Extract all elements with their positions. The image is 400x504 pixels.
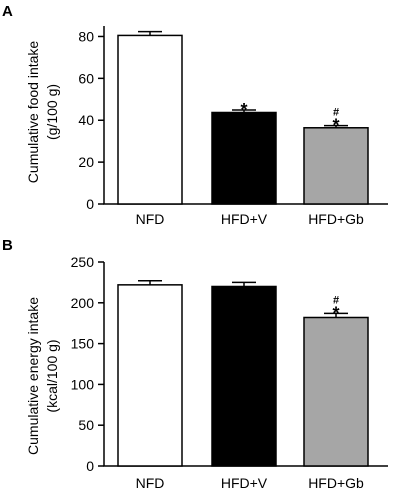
panel-a-x-axis: NFD HFD+V HFD+Gb bbox=[136, 211, 364, 227]
panel-b-bars bbox=[117, 280, 369, 467]
panel-b-letter: B bbox=[2, 237, 13, 254]
panel-b-category-label: HFD+Gb bbox=[308, 475, 364, 491]
panel-b-y-tick-label: 200 bbox=[71, 295, 95, 311]
panel-b-bar-hfd-v bbox=[211, 285, 277, 467]
panel-a-y-tick-label: 60 bbox=[78, 70, 94, 86]
panel-b-ylabel-line1: Cumulative energy intake bbox=[25, 297, 41, 455]
panel-a-significance-star: * bbox=[240, 100, 247, 120]
panel-a-bar-hfd-v bbox=[211, 111, 277, 205]
panel-b: B Cumulative energy intake (kcal/100 g) … bbox=[2, 237, 388, 491]
panel-b-y-tick-label: 250 bbox=[71, 254, 95, 270]
panel-a: A Cumulative food intake (g/100 g) 0 20 40… bbox=[2, 3, 388, 227]
panel-b-bar-nfd bbox=[117, 284, 183, 467]
panel-a-category-label: NFD bbox=[136, 211, 165, 227]
panel-a-ylabel-line2: (g/100 g) bbox=[44, 84, 60, 140]
panel-b-significance-star: * bbox=[332, 303, 339, 323]
panel-a-significance-hash: # bbox=[333, 107, 339, 119]
panel-a-bar-nfd bbox=[117, 34, 183, 205]
panel-b-y-tick-label: 150 bbox=[71, 336, 95, 352]
panel-b-category-label: NFD bbox=[136, 475, 165, 491]
panel-b-bar-hfd-gb bbox=[303, 316, 369, 467]
panel-a-y-tick-label: 20 bbox=[78, 154, 94, 170]
panel-a-bars bbox=[117, 30, 369, 205]
panel-b-ylabel-line2: (kcal/100 g) bbox=[44, 339, 60, 412]
panel-b-y-tick-label: 50 bbox=[78, 417, 94, 433]
panel-a-y-tick-label: 80 bbox=[78, 28, 94, 44]
panel-a-annotations: **# bbox=[240, 100, 339, 136]
panel-a-category-label: HFD+V bbox=[221, 211, 268, 227]
panel-b-x-axis: NFD HFD+V HFD+Gb bbox=[136, 475, 364, 491]
panel-a-bar-hfd-gb bbox=[303, 127, 369, 205]
panel-b-y-tick-label: 0 bbox=[86, 458, 94, 474]
panel-b-significance-hash: # bbox=[333, 294, 339, 306]
panel-a-category-label: HFD+Gb bbox=[308, 211, 364, 227]
panel-a-significance-star: * bbox=[332, 116, 339, 136]
panel-a-ylabel-line1: Cumulative food intake bbox=[25, 41, 41, 184]
panel-b-y-axis: 0 50 100 150 200 250 bbox=[71, 254, 388, 474]
panel-a-letter: A bbox=[2, 3, 13, 20]
panel-b-category-label: HFD+V bbox=[221, 475, 268, 491]
panel-b-y-tick-label: 100 bbox=[71, 376, 95, 392]
panel-b-annotations: *# bbox=[332, 294, 339, 323]
panel-a-y-tick-label: 40 bbox=[78, 112, 94, 128]
panel-a-y-tick-label: 0 bbox=[86, 196, 94, 212]
